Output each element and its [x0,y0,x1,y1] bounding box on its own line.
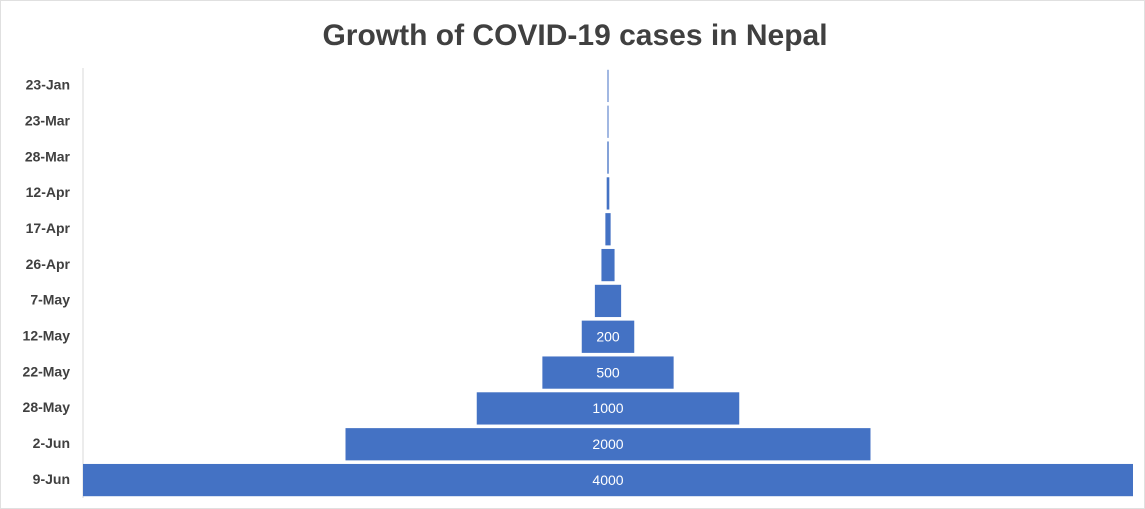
chart-title: Growth of COVID-19 cases in Nepal [322,19,827,52]
category-label: 7-May [30,292,70,308]
funnel-bar [605,213,611,246]
category-label: 28-May [23,399,71,415]
data-label: 200 [596,328,620,344]
category-label: 23-Jan [26,77,70,93]
category-label: 23-Mar [25,112,71,128]
category-label: 17-Apr [26,220,71,236]
data-label: 1000 [592,400,623,416]
data-label: 2000 [592,436,623,452]
funnel-bar [476,392,740,425]
funnel-bar [606,177,610,210]
funnel-bar [607,105,609,138]
funnel-bar [601,248,615,282]
funnel-bar [607,141,609,174]
funnel-bar [542,356,674,389]
category-label: 12-Apr [26,184,71,200]
data-label: 4000 [592,472,623,488]
data-label: 500 [596,364,620,380]
funnel-bar [345,428,871,461]
category-label: 12-May [23,327,71,343]
funnel-bar [607,69,609,103]
category-label: 22-May [23,363,71,379]
category-label: 26-Apr [26,256,71,272]
category-label: 2-Jun [33,435,70,451]
category-label: 9-Jun [33,471,70,487]
funnel-bar [594,284,622,318]
category-label: 28-Mar [25,148,71,164]
funnel-bar [83,463,1133,497]
funnel-bar [581,320,635,353]
